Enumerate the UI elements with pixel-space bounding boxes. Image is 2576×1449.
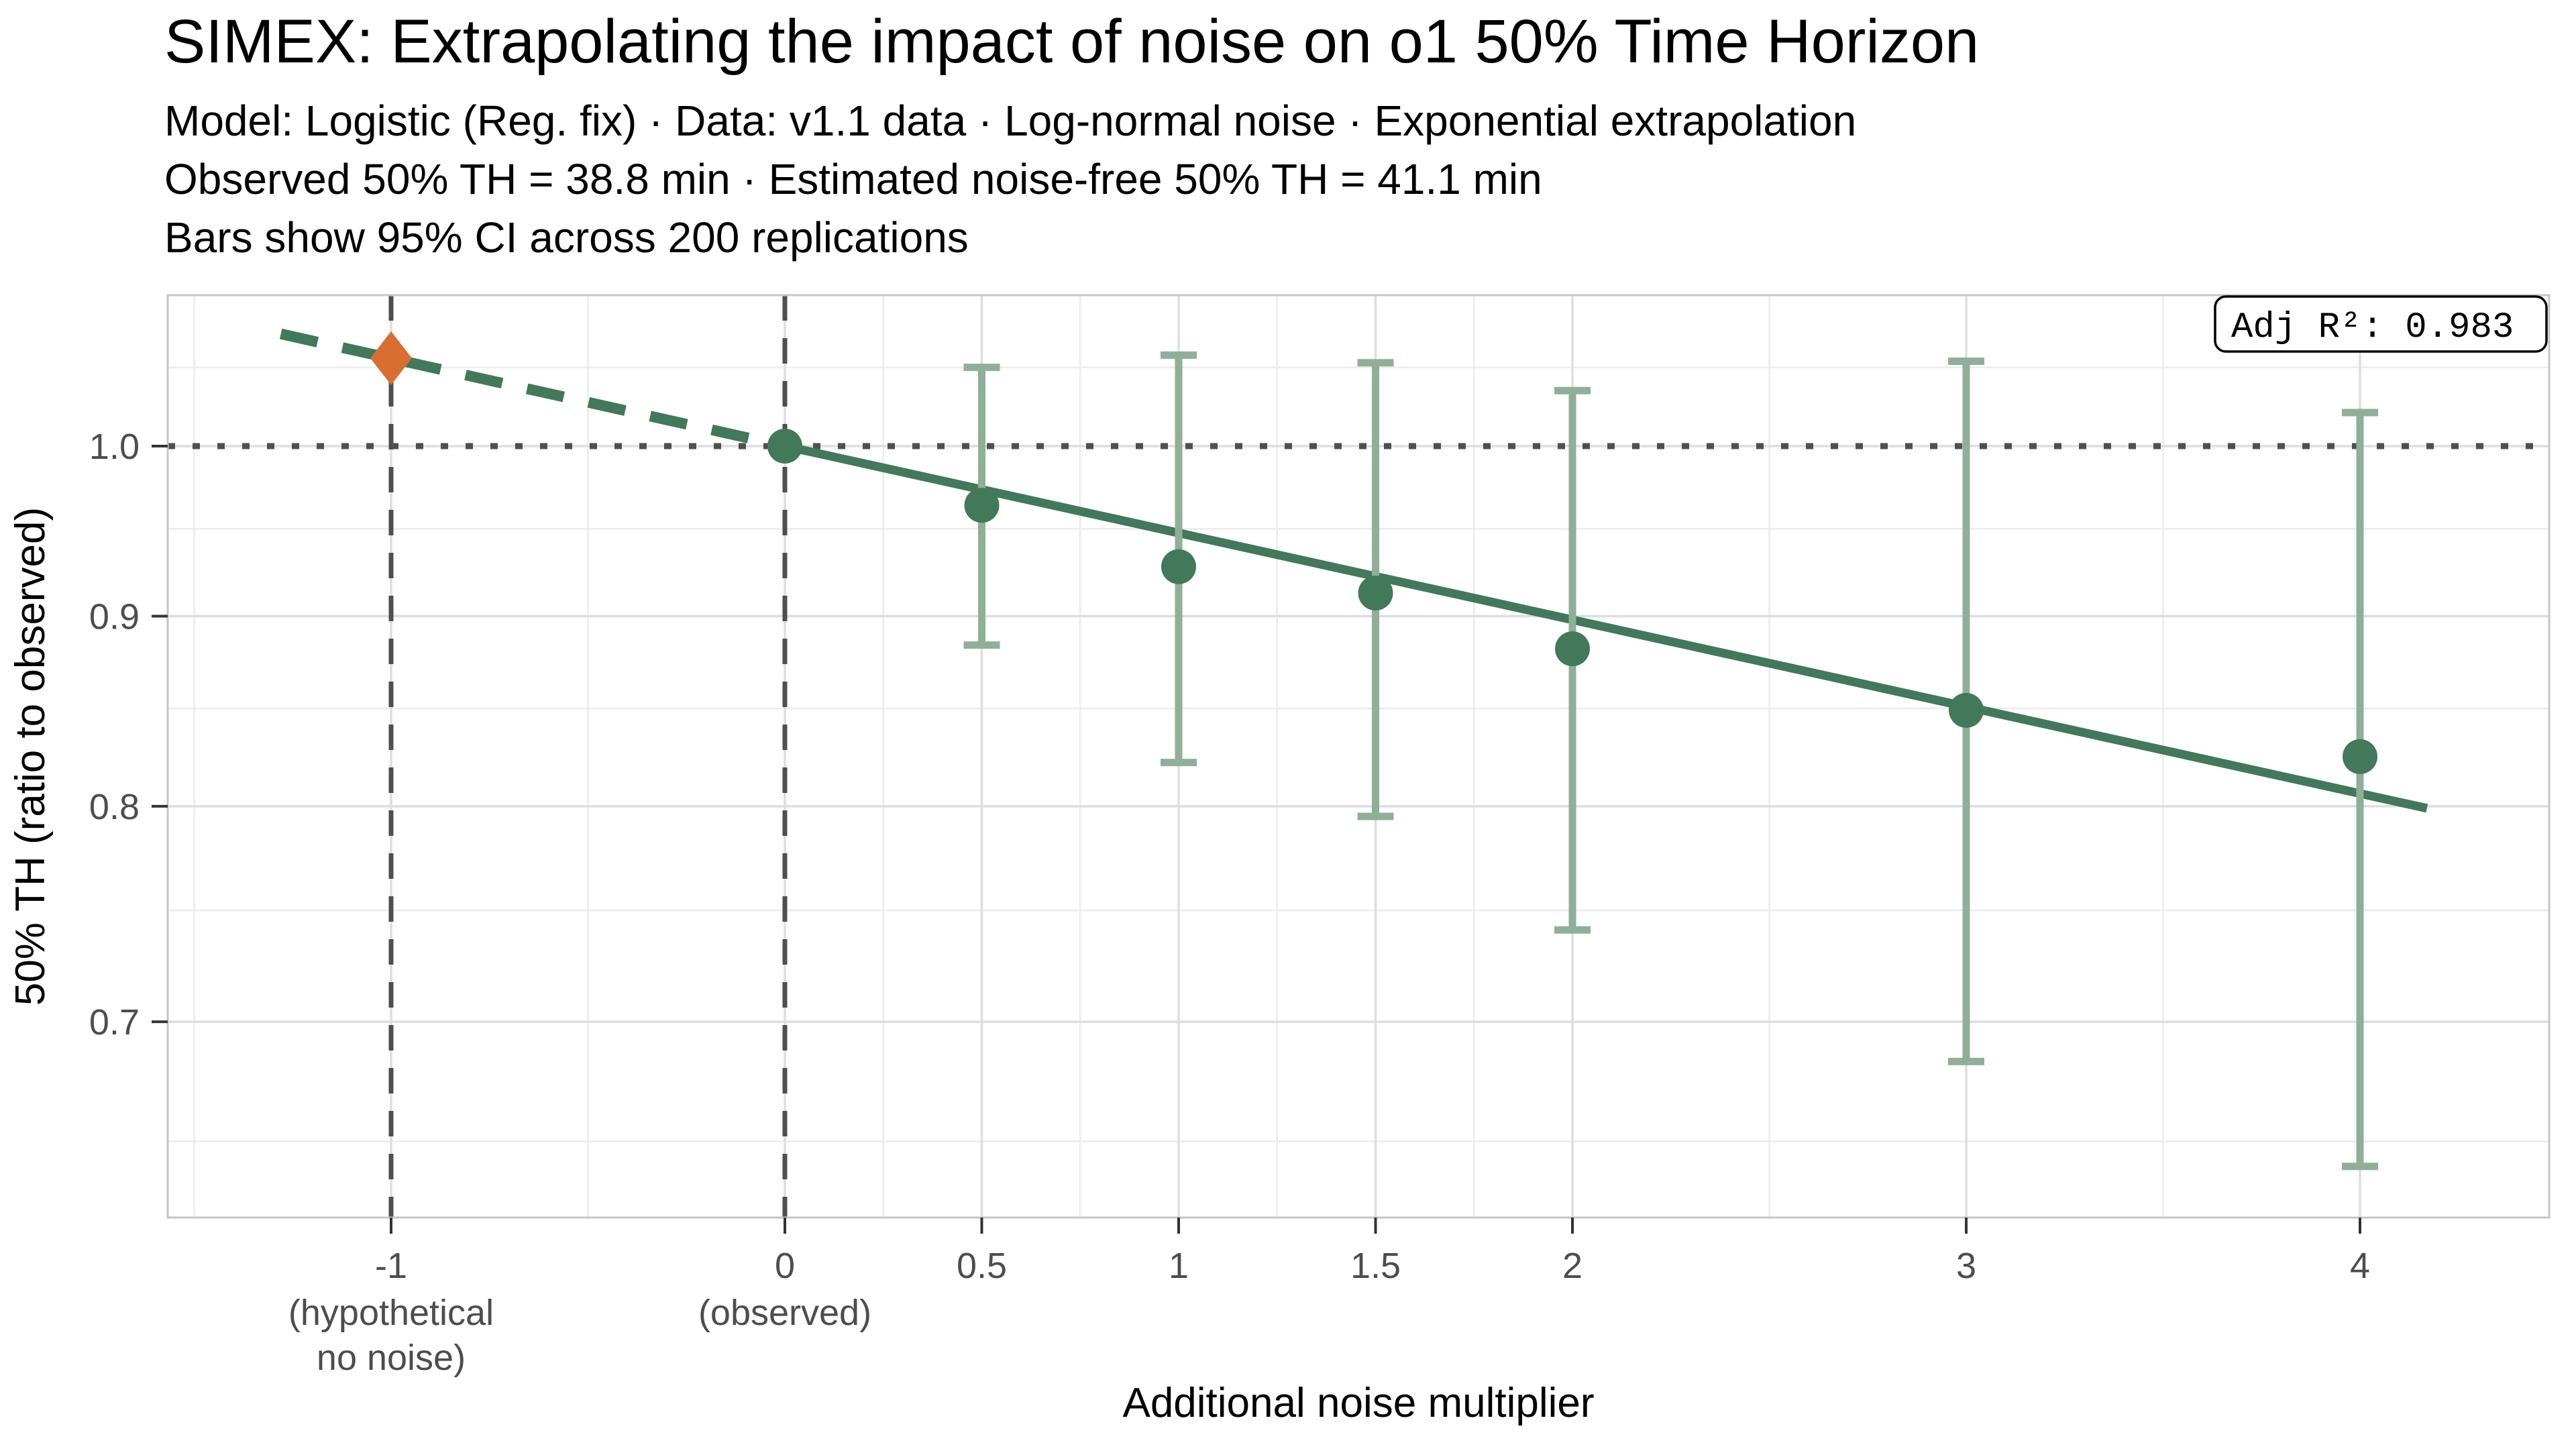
x-tick-label: -1 [375,1246,407,1286]
x-tick-label: 0 [775,1246,795,1286]
y-tick-label: 1.0 [89,427,140,467]
y-axis-title: 50% TH (ratio to observed) [7,507,54,1006]
x-tick-label: 2 [1562,1246,1582,1286]
adj-r2-box [2214,295,2548,353]
x-tick-label: 4 [2350,1246,2370,1286]
data-point [1161,549,1196,584]
chart-subtitle-line-2: Observed 50% TH = 38.8 min · Estimated n… [164,154,1542,203]
x-tick-label: 1 [1169,1246,1189,1286]
y-tick-label: 0.8 [89,787,140,827]
data-point [1555,631,1590,667]
plot-area: -1 (hypothetical no noise) 0 (observed) 0.5 1 1… [7,294,2551,1426]
x-tick-sublabel: no noise) [317,1338,466,1378]
data-point [767,429,802,464]
panel-border [166,294,2551,1219]
x-tick-sublabel: (hypothetical [288,1293,494,1333]
y-tick-label: 0.7 [89,1002,140,1042]
chart-subtitle-line-1: Model: Logistic (Reg. fix) · Data: v1.1 … [164,96,1857,145]
x-tick-sublabel: (observed) [698,1293,871,1333]
adj-r2-label: Adj R²: 0.983 [2231,307,2514,348]
y-tick-label: 0.9 [89,596,140,637]
chart-title: SIMEX: Extrapolating the impact of noise… [164,7,1980,76]
x-tick-label: 3 [1956,1246,1976,1286]
data-point [2343,739,2377,774]
data-point [1949,692,1984,728]
data-point [964,488,1000,523]
extrapolated-point-diamond [370,331,412,385]
x-tick-label: 1.5 [1350,1246,1401,1286]
panel-background [168,295,2549,1218]
chart-header: SIMEX: Extrapolating the impact of noise… [164,9,1979,267]
trend-line-dashed [279,328,786,451]
data-point [1358,575,1393,610]
chart-subtitle-line-3: Bars show 95% CI across 200 replications [164,213,969,262]
x-axis-title: Additional noise multiplier [1122,1380,1594,1426]
trend-line-solid [784,441,2428,813]
x-tick-label: 0.5 [957,1246,1007,1286]
